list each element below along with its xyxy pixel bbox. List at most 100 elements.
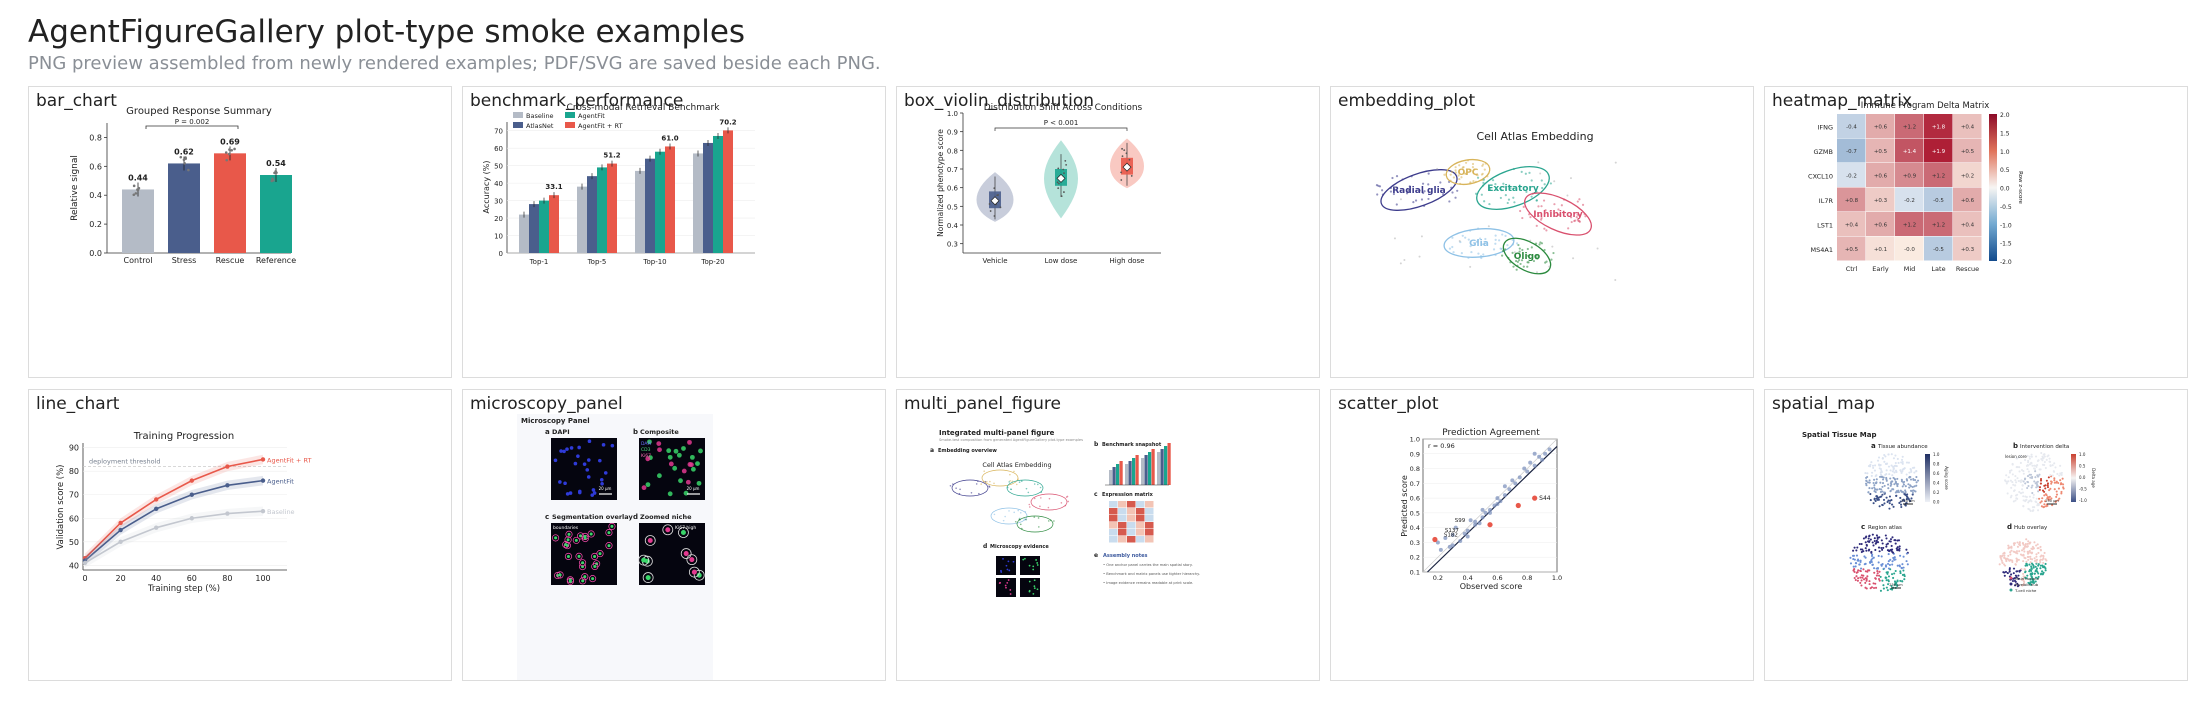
- subpanel-title: Tissue abundance: [1877, 444, 1928, 450]
- colorbar-label: Row z-score: [2017, 171, 2023, 204]
- spot: [1913, 466, 1916, 469]
- cell-point: [1529, 216, 1532, 219]
- subpanel-title: Microscopy evidence: [990, 544, 1049, 550]
- background-point: [1537, 161, 1540, 164]
- segmentation-outline: [579, 559, 587, 567]
- nucleus: [601, 443, 606, 447]
- spot: [2015, 559, 2018, 562]
- spot: [1900, 471, 1903, 475]
- spot: [2041, 457, 2044, 460]
- spot: [1876, 488, 1879, 491]
- segmentation-outline: [552, 534, 560, 542]
- data-point: [1057, 182, 1060, 185]
- spot: [1889, 558, 1892, 561]
- spot: [1886, 572, 1889, 575]
- spot: [2035, 544, 2038, 547]
- cluster-ellipse: [1443, 228, 1515, 258]
- spot: [2038, 497, 2041, 500]
- x-tick-label: 0.4: [1462, 574, 1472, 582]
- data-point: [993, 187, 996, 189]
- spot: [1887, 553, 1890, 556]
- spot: [2051, 474, 2054, 477]
- spot: [2032, 496, 2035, 499]
- y-tick-label: 0.8: [947, 147, 958, 155]
- spot: [1863, 555, 1866, 558]
- spot: [2004, 564, 2007, 567]
- background-point: [1393, 237, 1396, 240]
- y-tick-label: 0.4: [89, 191, 102, 200]
- heatmap-cell: [1145, 508, 1154, 515]
- spot: [2012, 500, 2015, 503]
- spot: [1885, 469, 1888, 472]
- spot: [1870, 551, 1873, 554]
- spot: [2016, 552, 2019, 555]
- spot: [2035, 497, 2038, 500]
- spot: [2037, 509, 2040, 512]
- spot: [2059, 479, 2062, 482]
- cell-point: [1471, 162, 1475, 166]
- col-label: Ctrl: [1846, 265, 1858, 273]
- spot: [2041, 497, 2044, 500]
- spot: [1905, 473, 1908, 476]
- cell: [1007, 579, 1010, 581]
- cell: [1004, 584, 1007, 587]
- spot: [2007, 480, 2010, 483]
- panel-figure: Grouped Response Summary0.00.20.40.60.8R…: [70, 106, 296, 265]
- cell-point: [1048, 497, 1051, 500]
- spot: [2016, 545, 2019, 548]
- y-tick-label: 0.7: [1410, 480, 1420, 488]
- spot: [1875, 534, 1878, 537]
- scatter-point: [1477, 521, 1482, 526]
- spot: [1899, 554, 1902, 557]
- cell-point: [1038, 526, 1040, 528]
- nucleus: [585, 468, 590, 472]
- cell-value-label: +0.4: [1961, 222, 1975, 228]
- spot: [1893, 583, 1896, 586]
- spot: [2014, 475, 2017, 478]
- scatter-point: [1537, 454, 1542, 459]
- cell: [657, 447, 662, 453]
- cell-point: [1066, 495, 1069, 498]
- col-label: Late: [1931, 265, 1945, 273]
- spot: [2039, 477, 2043, 481]
- cell: [645, 456, 651, 462]
- chart-title: Training Progression: [133, 431, 235, 442]
- subpanel-letter: d: [983, 543, 987, 550]
- spot: [2013, 584, 2017, 587]
- spot: [2062, 486, 2065, 489]
- spot: [2028, 563, 2031, 566]
- spot: [2037, 490, 2040, 493]
- cell-point: [1578, 198, 1581, 201]
- cell: [685, 479, 691, 485]
- subpanel-title: Zoomed niche: [640, 513, 692, 521]
- spot: [1868, 580, 1871, 583]
- cell: [1033, 585, 1036, 588]
- spot: [1917, 479, 1920, 482]
- cell-value-label: -0.2: [1904, 198, 1915, 204]
- cell-point: [1476, 174, 1479, 177]
- figure-title: Spatial Tissue Map: [1802, 431, 1876, 439]
- x-tick-label: Low dose: [1045, 257, 1078, 265]
- spot: [1894, 454, 1897, 457]
- cell-point: [1469, 169, 1472, 172]
- data-point: [1065, 163, 1068, 166]
- channel-legend: CD3: [641, 447, 651, 453]
- spot: [2011, 560, 2014, 564]
- zoomed-outline: [680, 548, 692, 559]
- subpanel-title: Expression matrix: [1102, 492, 1154, 498]
- spot: [1873, 498, 1876, 501]
- panel-microscopy-panel: microscopy_panel Microscopy Panel a DAPI 20 …: [462, 389, 886, 681]
- cell-point: [1544, 209, 1547, 212]
- spot: [2036, 480, 2039, 483]
- cell-point: [1569, 216, 1573, 219]
- cell: [1036, 562, 1039, 564]
- panel-label: multi_panel_figure: [904, 394, 1061, 414]
- spot: [2030, 461, 2033, 464]
- series-point: [154, 525, 159, 530]
- cell-value-label: +0.8: [1845, 198, 1859, 204]
- spot: [1869, 561, 1872, 564]
- spot: [2041, 565, 2045, 568]
- subpanel-letter: c: [1094, 491, 1098, 498]
- spot: [1894, 539, 1897, 542]
- spot: [2014, 499, 2017, 502]
